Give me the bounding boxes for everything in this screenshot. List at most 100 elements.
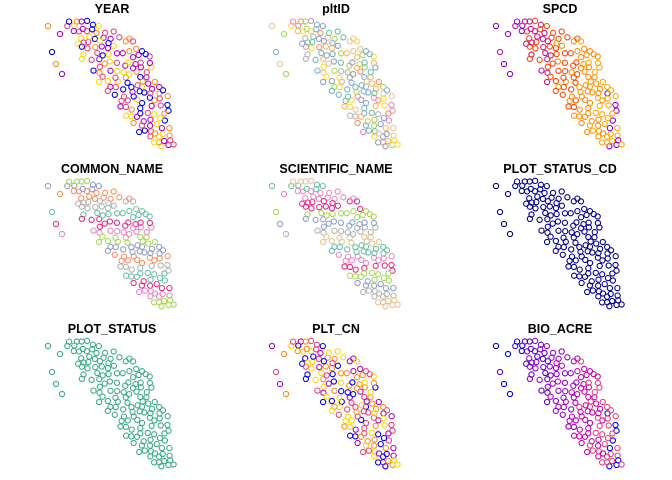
plot-point [84,365,91,372]
plot-point [129,214,137,221]
plot-point [99,372,106,379]
plot-point [143,394,150,401]
plot-point [614,124,621,132]
plot-point [607,130,614,138]
plot-point [336,83,343,91]
plot-point [585,270,592,277]
plot-point [544,389,551,396]
plot-point [156,255,163,262]
plot-point [543,22,550,30]
plot-point [65,178,73,185]
plot-point [142,50,149,58]
plot-point [268,22,276,30]
plot-point [320,229,327,236]
plot-point [117,103,124,110]
plot-point [95,342,102,350]
plot-point [135,51,142,59]
plot-point [329,359,336,367]
plot-point [137,64,145,71]
plot-point [48,48,56,56]
plot-point [138,282,146,289]
plot-point [603,453,611,460]
plot-point [134,416,141,424]
plot-point [613,427,620,434]
plot-point [365,127,373,134]
plot-point [320,376,327,383]
plot-point [126,48,133,55]
plot-point [581,365,588,373]
plot-point [544,56,551,63]
plot-point [95,78,103,86]
plot-point [604,403,611,411]
plot-point [106,218,114,225]
plot-point [52,220,60,228]
plot-point [353,65,361,72]
plot-point [547,52,554,59]
plot-point [526,55,534,63]
plot-point [170,301,177,308]
plot-point [143,74,150,81]
plot-point [361,64,369,71]
plot-point [320,63,327,70]
plot-point [357,113,365,120]
plot-point [375,257,382,264]
plot-point [353,385,361,392]
plot-point [570,358,577,365]
plot-point [134,96,141,104]
plot-point [375,417,382,424]
plot-point [544,198,552,205]
plot-point [346,263,354,271]
plot-point [328,87,335,95]
plot-point [380,434,388,442]
plot-point [593,80,600,87]
plot-point [320,69,327,76]
plot-point [570,62,577,69]
plot-point [595,410,602,417]
plot-point [363,238,370,245]
plot-point [128,433,135,440]
plot-point [343,370,350,377]
plot-point [337,210,345,217]
plot-point [594,254,602,261]
plot-point [577,38,585,45]
plot-point [554,378,562,385]
plot-point [570,263,578,271]
plot-point [596,102,603,110]
plot-point [135,211,142,219]
plot-point [129,248,136,255]
plot-point [574,368,581,375]
plot-point [601,440,608,448]
plot-point [581,388,588,395]
plot-point [150,459,158,466]
plot-point [584,88,591,95]
plot-point [158,284,166,292]
plot-point [388,261,395,269]
plot-point [582,96,589,104]
plot-point [380,415,387,422]
plot-point [343,210,350,217]
plot-point [358,242,365,249]
plot-point [122,272,130,279]
plot-point [537,186,544,193]
plot-point [120,246,127,253]
plot-point [78,375,86,383]
plot-point [583,371,590,379]
plot-point [155,293,163,300]
panel-title: YEAR [94,2,130,16]
plot-point [346,234,353,241]
plot-point [294,27,301,35]
plot-point [96,69,103,76]
plot-point [374,139,382,146]
plot-point [526,215,534,223]
plot-point [358,416,365,424]
plot-point [380,255,387,262]
plot-point [584,248,591,255]
plot-point [577,248,584,255]
plot-point [86,193,93,200]
plot-point [374,299,382,306]
plot-point [576,273,583,280]
plot-point [129,88,136,95]
point-map [268,177,401,310]
plot-point [315,195,323,203]
plot-point [366,50,373,58]
